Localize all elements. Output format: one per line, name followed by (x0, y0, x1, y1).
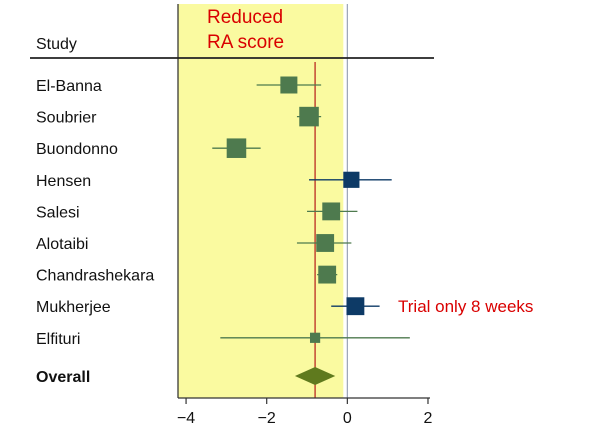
studies-layer: El-Banna Soubrier Buondonno Hensen Salesi Alo… (36, 76, 410, 348)
x-tick-label: −2 (258, 410, 276, 427)
annotation-note: Trial only 8 weeks (398, 297, 533, 316)
effect-size-marker (318, 265, 337, 284)
overall-diamond (294, 367, 336, 385)
x-axis: −4 −2 0 2 (177, 397, 433, 427)
study-column-header: Study (36, 36, 77, 53)
x-tick-label: 2 (424, 410, 433, 427)
overall-label: Overall (36, 369, 90, 386)
region-label-line-2: RA score (207, 32, 284, 53)
effect-size-marker (299, 106, 319, 127)
effect-size-marker (280, 76, 298, 94)
study-label: Elfituri (36, 331, 80, 348)
study-label: Hensen (36, 173, 91, 190)
study-label: Salesi (36, 204, 80, 221)
effect-size-marker (343, 171, 360, 188)
region-label-line-1: Reduced (207, 7, 283, 28)
x-tick-label: 0 (343, 410, 352, 427)
effect-size-marker (346, 297, 365, 316)
study-label: El-Banna (36, 78, 102, 95)
effect-size-marker (309, 332, 321, 343)
effect-size-marker (322, 202, 341, 221)
overall-layer: Overall (36, 367, 336, 386)
study-label: Mukherjee (36, 299, 111, 316)
x-tick-label: −4 (177, 410, 195, 427)
study-label: Buondonno (36, 141, 118, 158)
study-label: Alotaibi (36, 236, 88, 253)
study-label: Chandrashekara (36, 268, 154, 285)
study-label: Soubrier (36, 110, 97, 127)
effect-size-marker (226, 138, 247, 158)
header-layer: Study Reduced RA score (36, 7, 284, 53)
effect-size-marker (316, 234, 335, 252)
